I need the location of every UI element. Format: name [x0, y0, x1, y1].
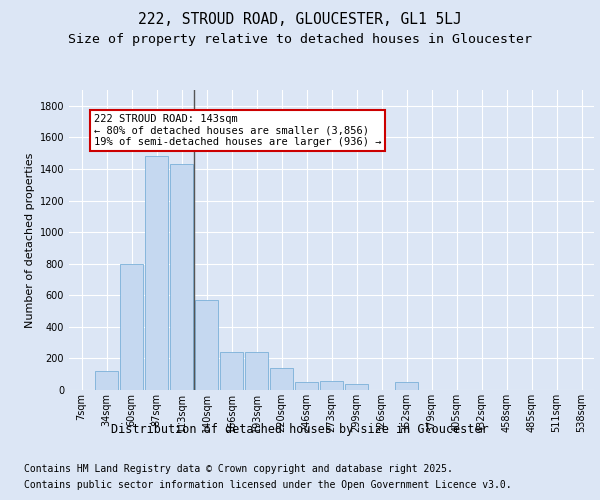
Bar — [320, 380, 343, 390]
Text: Contains public sector information licensed under the Open Government Licence v3: Contains public sector information licen… — [24, 480, 512, 490]
Bar — [245, 352, 268, 390]
Bar — [270, 368, 293, 390]
Bar — [345, 384, 368, 390]
Text: 222 STROUD ROAD: 143sqm
← 80% of detached houses are smaller (3,856)
19% of semi: 222 STROUD ROAD: 143sqm ← 80% of detache… — [94, 114, 382, 147]
Text: Distribution of detached houses by size in Gloucester: Distribution of detached houses by size … — [111, 422, 489, 436]
Bar — [145, 156, 168, 390]
Bar — [170, 164, 193, 390]
Bar — [220, 352, 243, 390]
Bar — [95, 371, 118, 390]
Text: 222, STROUD ROAD, GLOUCESTER, GL1 5LJ: 222, STROUD ROAD, GLOUCESTER, GL1 5LJ — [138, 12, 462, 28]
Bar — [120, 264, 143, 390]
Y-axis label: Number of detached properties: Number of detached properties — [25, 152, 35, 328]
Bar — [395, 382, 418, 390]
Bar — [195, 300, 218, 390]
Text: Contains HM Land Registry data © Crown copyright and database right 2025.: Contains HM Land Registry data © Crown c… — [24, 464, 453, 474]
Bar — [295, 382, 318, 390]
Text: Size of property relative to detached houses in Gloucester: Size of property relative to detached ho… — [68, 32, 532, 46]
